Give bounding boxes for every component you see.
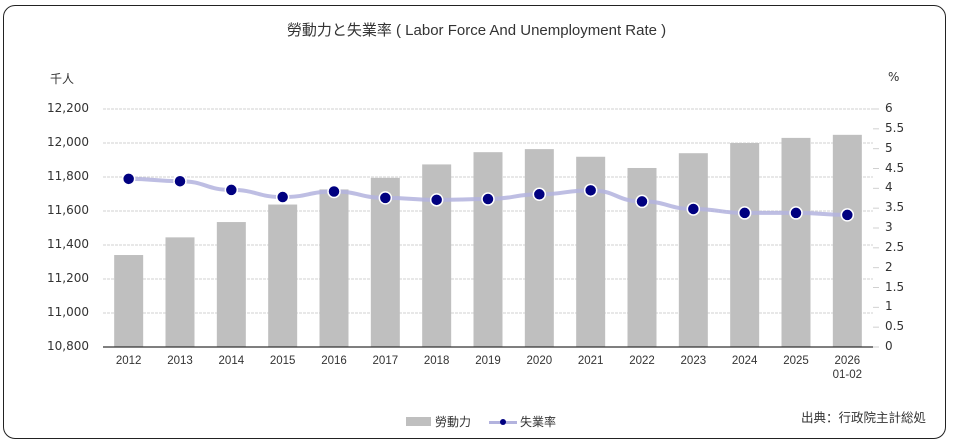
unemployment-marker xyxy=(686,202,701,216)
x-tick-label: 2026 01-02 xyxy=(832,355,863,381)
labor-force-bar xyxy=(473,152,503,347)
x-tick-label: 2012 xyxy=(115,355,142,367)
left-tick-label: 12,000 xyxy=(47,135,89,149)
left-tick-label: 10,800 xyxy=(47,339,89,353)
labor-force-bar xyxy=(216,222,246,347)
x-tick-label: 2024 xyxy=(731,355,758,367)
legend-bar-label: 勞動力 xyxy=(435,415,472,429)
labor-force-bar xyxy=(678,153,708,347)
right-tick-label: 3.5 xyxy=(885,200,905,215)
unemployment-marker xyxy=(635,194,649,209)
legend-line-label: 失業率 xyxy=(520,415,557,429)
left-tick-label: 11,400 xyxy=(47,237,89,251)
x-tick-label: 2020 xyxy=(526,355,553,367)
right-axis-unit: % xyxy=(888,70,900,84)
left-tick-label: 11,600 xyxy=(47,203,89,217)
unemployment-marker xyxy=(224,183,239,197)
x-tick-label: 2025 xyxy=(783,355,809,367)
labor-force-bar xyxy=(370,177,400,347)
x-tick-label: 2022 xyxy=(629,355,655,367)
x-tick-label: 2023 xyxy=(680,355,707,367)
x-tick-label: 2016 xyxy=(321,355,347,367)
labor-force-bar xyxy=(319,189,349,347)
right-tick-label: 5.5 xyxy=(885,120,905,135)
right-tick-label: 5 xyxy=(885,140,893,155)
chart-frame xyxy=(3,5,946,439)
unemployment-marker xyxy=(532,187,547,202)
right-tick-label: 4.5 xyxy=(885,160,905,175)
source-note: 出典：行政院主計総処 xyxy=(800,410,926,425)
labor-force-bar xyxy=(165,237,195,347)
labor-force-bar xyxy=(730,143,760,347)
legend-bar-swatch xyxy=(406,417,431,426)
legend: 勞動力 失業率 xyxy=(406,413,556,430)
x-tick-label: 2015 xyxy=(269,355,296,367)
labor-force-bar xyxy=(781,137,811,347)
x-tick-label: 2013 xyxy=(167,355,193,367)
chart-title: 勞動力と失業率 ( Labor Force And Unemployment R… xyxy=(286,22,667,39)
unemployment-marker xyxy=(275,190,290,204)
labor-force-bar xyxy=(832,134,862,347)
labor-force-bar xyxy=(114,255,144,347)
left-tick-label: 11,200 xyxy=(47,271,89,285)
x-tick-label: 2018 xyxy=(423,355,450,367)
unemployment-marker xyxy=(481,192,495,206)
legend-line-swatch xyxy=(489,417,518,427)
labor-force-bar xyxy=(268,204,298,347)
right-tick-label: 1.5 xyxy=(885,279,905,294)
unemployment-marker xyxy=(737,206,752,220)
x-tick-label: 2014 xyxy=(218,355,245,367)
labor-force-bar xyxy=(524,149,554,347)
unemployment-marker xyxy=(173,174,187,188)
unemployment-marker xyxy=(121,172,136,186)
left-tick-label: 12,200 xyxy=(47,101,89,115)
unemployment-marker xyxy=(789,206,803,220)
right-tick-label: 1 xyxy=(885,299,893,314)
right-tick-label: 0 xyxy=(885,339,893,353)
left-tick-label: 11,000 xyxy=(47,305,89,319)
unemployment-marker xyxy=(327,184,341,199)
labor-force-bar xyxy=(422,164,452,347)
unemployment-marker xyxy=(378,191,393,205)
right-tick-label: 2 xyxy=(885,259,893,274)
left-tick-label: 11,800 xyxy=(47,169,89,183)
x-tick-label: 2017 xyxy=(372,355,399,367)
right-tick-label: 6 xyxy=(885,101,893,115)
right-tick-label: 0.5 xyxy=(885,319,905,334)
unemployment-marker xyxy=(840,208,855,222)
x-tick-label: 2021 xyxy=(577,355,604,367)
right-tick-label: 3 xyxy=(885,220,893,234)
unemployment-marker xyxy=(583,183,598,198)
unemployment-marker xyxy=(429,193,444,207)
left-axis-unit: 千人 xyxy=(50,72,75,86)
x-tick-label: 2019 xyxy=(475,355,501,367)
right-tick-label: 2.5 xyxy=(885,239,905,254)
right-tick-label: 4 xyxy=(885,180,893,195)
